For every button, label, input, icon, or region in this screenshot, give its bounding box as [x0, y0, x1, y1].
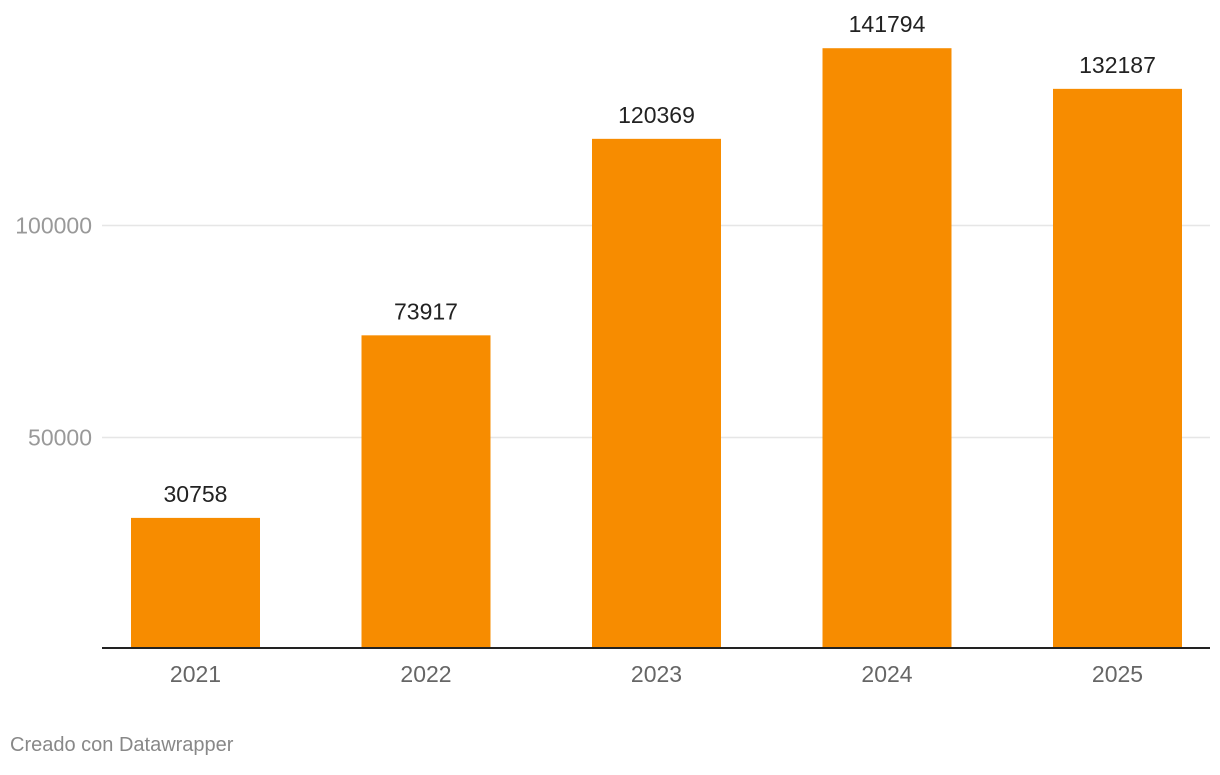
- y-tick-label: 100000: [15, 213, 92, 239]
- x-tick-label: 2021: [170, 661, 221, 687]
- bar[interactable]: [361, 335, 491, 648]
- bar[interactable]: [592, 138, 721, 649]
- x-tick-label: 2022: [400, 661, 451, 687]
- bars: [131, 48, 1182, 649]
- data-label: 30758: [164, 481, 228, 507]
- x-tick-label: 2024: [861, 661, 912, 687]
- x-tick-label: 2023: [631, 661, 682, 687]
- bar[interactable]: [131, 517, 260, 648]
- credit-text[interactable]: Creado con Datawrapper: [10, 734, 234, 756]
- data-labels: 30758 73917 120369 141794 132187: [164, 11, 1156, 507]
- data-label: 141794: [849, 11, 926, 37]
- data-label: 120369: [618, 102, 695, 128]
- data-label: 132187: [1079, 52, 1156, 78]
- y-tick-label: 50000: [28, 425, 92, 451]
- x-axis-tick-labels: 2021 2022 2023 2024 2025: [170, 661, 1143, 687]
- bar[interactable]: [822, 48, 952, 649]
- x-tick-label: 2025: [1092, 661, 1143, 687]
- data-label: 73917: [394, 298, 458, 324]
- y-axis-tick-labels: 50000 100000: [15, 213, 92, 451]
- bar[interactable]: [1053, 88, 1182, 648]
